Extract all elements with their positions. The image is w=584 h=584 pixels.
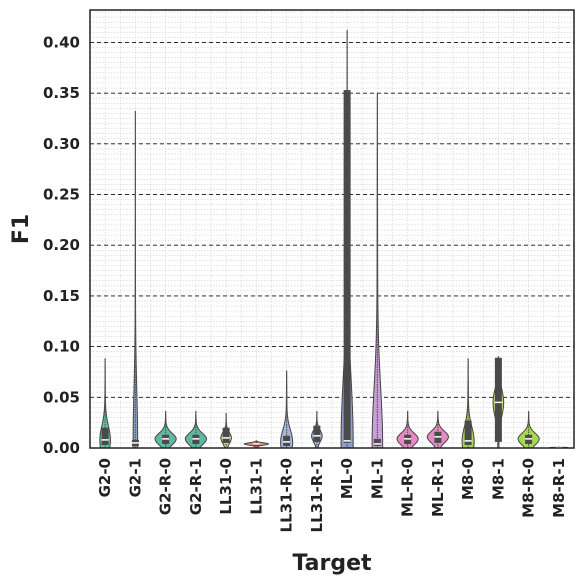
- x-tick-label: M8-1: [489, 458, 507, 500]
- y-tick-label: 0.30: [43, 135, 80, 153]
- violin-body: [371, 92, 384, 449]
- x-tick-label: ML-1: [368, 458, 386, 499]
- y-axis-ticks: 0.00 0.05 0.10 0.15 0.20 0.25 0.30 0.35 0.40: [43, 33, 80, 457]
- violin-iqr-box: [464, 420, 472, 445]
- x-tick-label: M8-R-0: [520, 458, 538, 518]
- x-tick-label: LL31-1: [247, 458, 265, 515]
- x-axis-ticks: G2-0 G2-1 G2-R-0 G2-R-1 LL31-0 LL31-1 LL31-R-0…: [96, 458, 568, 532]
- violin-iqr-box: [343, 90, 351, 443]
- x-tick-label: G2-R-1: [187, 458, 205, 515]
- x-tick-label: ML-0: [338, 458, 356, 499]
- violin-iqr-box: [373, 438, 381, 446]
- x-tick-label: LL31-R-0: [278, 458, 296, 532]
- minor-grid: [89, 10, 575, 449]
- x-tick-label: M8-0: [459, 458, 477, 500]
- x-tick-label: LL31-0: [217, 458, 235, 515]
- violin-iqr-box: [283, 435, 291, 446]
- x-tick-label: G2-1: [126, 458, 144, 497]
- y-tick-label: 0.10: [43, 338, 80, 356]
- violin-iqr-box: [101, 427, 109, 445]
- x-tick-label: G2-R-0: [157, 458, 175, 515]
- y-tick-label: 0.15: [43, 287, 80, 305]
- violin-iqr-box: [222, 427, 230, 443]
- plot-frame: [89, 9, 575, 449]
- y-tick-label: 0.20: [43, 236, 80, 254]
- violins: [99, 29, 569, 449]
- y-axis-label: F1: [9, 214, 34, 244]
- violin-body: [99, 358, 111, 449]
- x-tick-label: LL31-R-1: [308, 458, 326, 532]
- violin-iqr-box: [494, 357, 502, 442]
- x-tick-label: ML-R-0: [399, 458, 417, 517]
- x-tick-label: M8-R-1: [550, 458, 568, 518]
- major-grid: [90, 41, 574, 398]
- violin-iqr-box: [313, 425, 321, 442]
- y-tick-label: 0.35: [43, 84, 80, 102]
- y-tick-label: 0.00: [43, 439, 80, 457]
- y-tick-label: 0.40: [43, 33, 80, 51]
- y-tick-label: 0.25: [43, 186, 80, 204]
- x-axis-label: Target: [292, 551, 372, 576]
- x-tick-label: G2-0: [96, 458, 114, 497]
- y-tick-label: 0.05: [43, 388, 80, 406]
- x-tick-label: ML-R-1: [429, 458, 447, 517]
